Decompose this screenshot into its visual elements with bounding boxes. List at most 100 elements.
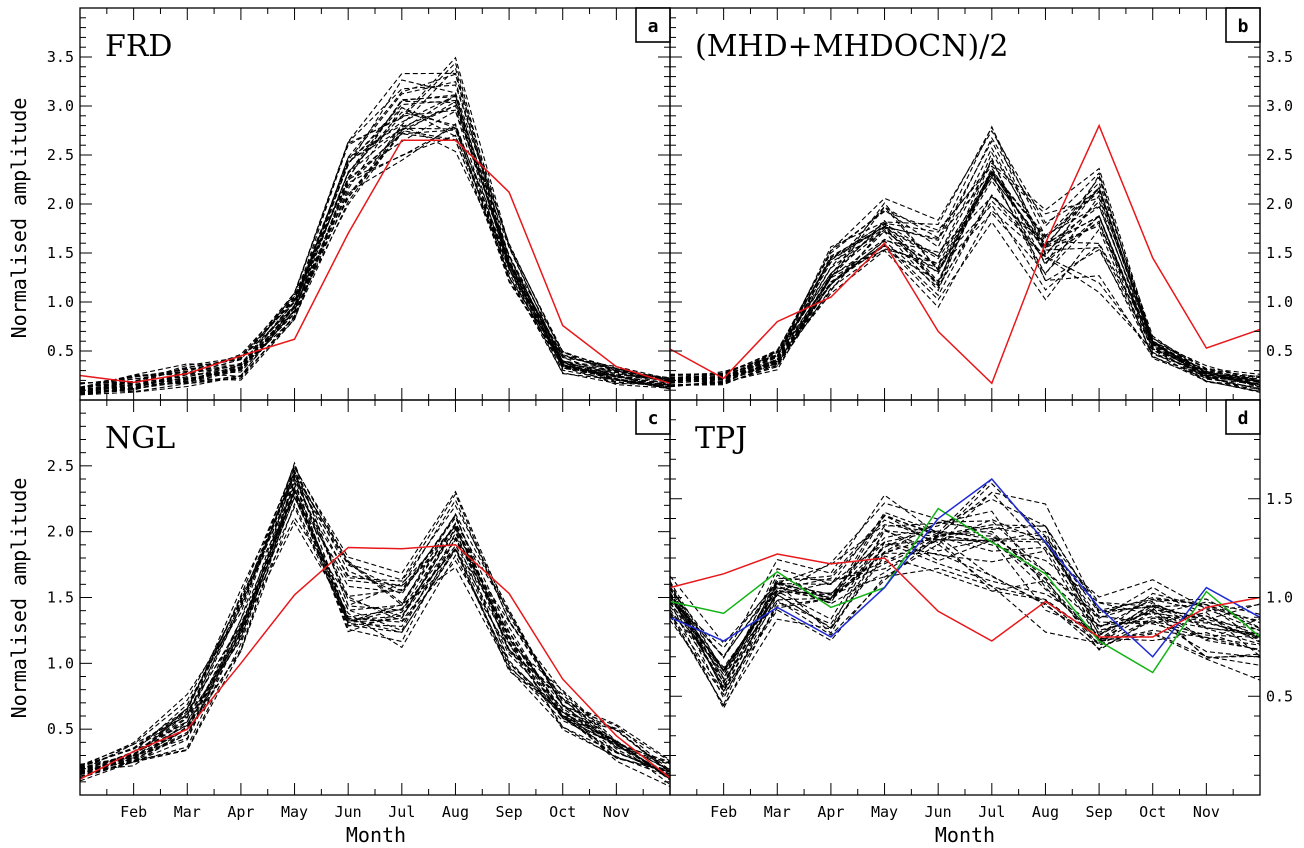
y-tick-label: 1.0 [47, 293, 74, 311]
ensemble-line [79, 106, 671, 391]
ensemble-line [669, 167, 1261, 381]
ensemble-line [669, 221, 1261, 393]
panels: 0.5 1.0 1.5 2.0 2.5 3.0 3.5 FRD a 0.5 1.0 1.5 2.0 2.5… [47, 7, 1293, 821]
month-tick-label: Nov [1193, 803, 1220, 821]
panel-letter: b [1238, 16, 1249, 37]
ensemble-line [79, 521, 671, 787]
y-tick-label: 1.0 [1266, 589, 1293, 607]
ensemble-line [79, 495, 671, 777]
ensemble-line [79, 110, 671, 393]
ensemble-line [79, 502, 671, 785]
month-tick-label: May [281, 803, 308, 821]
panel-a: 0.5 1.0 1.5 2.0 2.5 3.0 3.5 FRD a [47, 7, 671, 401]
ensemble-line [669, 541, 1261, 680]
y-axis-title-top: Normalised amplitude [7, 98, 31, 339]
ensemble-line [79, 111, 671, 391]
ensemble-line [669, 524, 1261, 680]
panel-d: 0.5 1.0 1.5 Feb Mar Apr May Jun Jul Aug Sep Oct Nov T… [669, 399, 1293, 821]
ensemble-line [79, 473, 671, 772]
month-tick-label: Jul [978, 803, 1005, 821]
y-tick-label: 2.0 [1266, 195, 1293, 213]
ensemble-line [79, 492, 671, 775]
y-tick-label: 3.0 [47, 97, 74, 115]
y-tick-label: 2.0 [47, 195, 74, 213]
month-tick-label: Oct [1139, 803, 1166, 821]
y-tick-label: 2.0 [47, 523, 74, 541]
y-tick-label: 1.5 [47, 244, 74, 262]
ensemble-line [669, 194, 1261, 390]
ensemble-line [79, 471, 671, 772]
y-tick-label: 0.5 [1266, 687, 1293, 705]
ensemble-line [79, 125, 671, 396]
panel-letter: a [648, 16, 659, 37]
ensemble-line [669, 212, 1261, 390]
panel-b: 0.5 1.0 1.5 2.0 2.5 3.0 3.5 (MHD+MHDOCN)/2 b [669, 7, 1293, 401]
panel-frame [79, 7, 671, 401]
ensemble-line [669, 491, 1261, 673]
ensemble-line [669, 522, 1261, 649]
y-tick-label: 3.0 [1266, 97, 1293, 115]
ensemble-line [79, 490, 671, 769]
ensemble-line [669, 530, 1261, 700]
panel-letter-box [1225, 7, 1261, 43]
month-tick-label: Jun [925, 803, 952, 821]
ensemble-line [669, 204, 1261, 386]
ensemble-line [79, 61, 671, 385]
month-tick-label: Feb [120, 803, 147, 821]
x-axis-title-left: Month [346, 823, 406, 847]
ensemble-line [669, 530, 1261, 683]
ensemble-line [669, 129, 1261, 382]
ensemble-line [669, 528, 1261, 692]
y-tick-label: 2.5 [47, 457, 74, 475]
ensemble-line [669, 126, 1261, 381]
ensemble-line [669, 536, 1261, 671]
ensemble-line [79, 104, 671, 392]
ensemble-line [669, 176, 1261, 381]
ensemble-line [669, 170, 1261, 382]
ensemble-line [669, 491, 1261, 660]
red-series-line [669, 553, 1261, 642]
ensemble-line [79, 100, 671, 389]
red-series-line [79, 544, 671, 780]
month-tick-label: Mar [764, 803, 791, 821]
month-tick-label: Aug [1032, 803, 1059, 821]
ensemble-line [669, 498, 1261, 657]
ensemble-line [79, 473, 671, 771]
month-tick-label: Jul [388, 803, 415, 821]
y-tick-label: 1.5 [47, 589, 74, 607]
ensemble-line [79, 129, 671, 395]
ensemble-line [79, 94, 671, 389]
ensemble-line [79, 109, 671, 391]
ensemble-line [79, 475, 671, 768]
ensemble-line [79, 487, 671, 773]
panel-c: 0.5 1.0 1.5 2.0 2.5 Feb Mar Apr May Jun Jul Aug Sep O… [47, 399, 671, 821]
y-tick-label: 2.5 [1266, 146, 1293, 164]
month-tick-label: Apr [227, 803, 254, 821]
ensemble-line [79, 465, 671, 771]
ensemble-line [79, 104, 671, 392]
ensemble-line [79, 133, 671, 394]
month-tick-label: May [871, 803, 898, 821]
ensemble-line [669, 176, 1261, 385]
y-tick-label: 1.5 [1266, 244, 1293, 262]
month-tick-label: Oct [549, 803, 576, 821]
ensemble-line [669, 136, 1261, 380]
y-tick-label: 1.5 [1266, 490, 1293, 508]
panel-title: TPJ [695, 421, 747, 456]
ensemble-line [669, 151, 1261, 381]
y-tick-label: 2.5 [47, 146, 74, 164]
ensemble-line [669, 173, 1261, 384]
ensemble-line [669, 567, 1261, 676]
month-tick-label: Jun [335, 803, 362, 821]
panel-letter-box [1225, 399, 1261, 435]
month-tick-label: Aug [442, 803, 469, 821]
ensemble-line [669, 165, 1261, 381]
ensemble-line [79, 81, 671, 388]
ensemble-line [669, 530, 1261, 688]
ensemble-line [669, 518, 1261, 672]
y-tick-label: 3.5 [47, 48, 74, 66]
ensemble-line [79, 487, 671, 778]
ensemble-line [669, 538, 1261, 710]
ensemble-line [669, 520, 1261, 673]
